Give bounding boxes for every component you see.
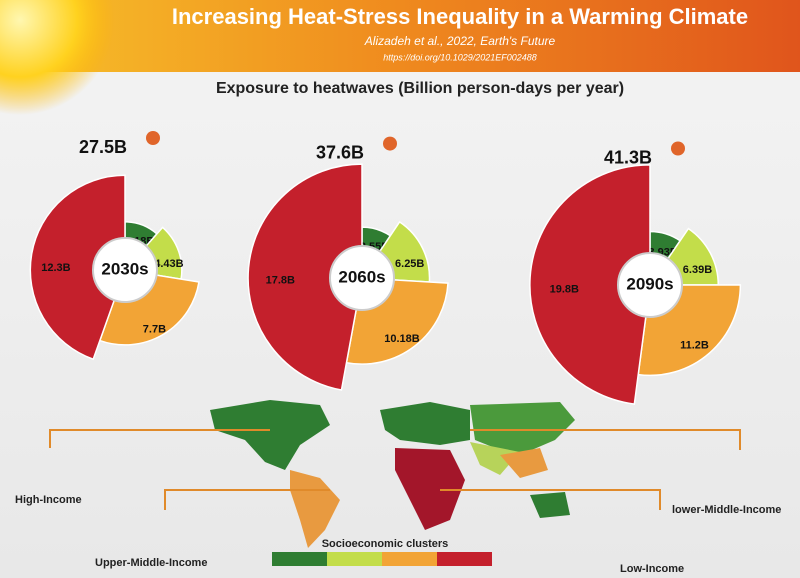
legend-swatch <box>437 552 492 566</box>
total-label: 27.5B <box>79 137 127 157</box>
legend <box>272 552 492 566</box>
decade-label: 2090s <box>626 274 673 293</box>
value-label: 17.8B <box>266 274 295 286</box>
decade-label: 2030s <box>101 259 148 278</box>
citation: Alizadeh et al., 2022, Earth's Future <box>364 34 556 48</box>
charts: 3.18B4.43B7.7B12.3B2030s27.5B3.55B6.25B1… <box>29 131 742 405</box>
doi: https://doi.org/10.1029/2021EF002488 <box>383 52 537 62</box>
rose-segment <box>29 174 126 361</box>
value-label: 19.8B <box>550 283 579 295</box>
center-disc <box>92 237 158 303</box>
group-label: lower-Middle-Income <box>672 504 781 516</box>
value-label: 7.7B <box>143 324 166 336</box>
group-label: High-Income <box>15 494 82 506</box>
decade-label: 2060s <box>338 267 385 286</box>
legend-swatch <box>382 552 437 566</box>
legend-title: Socioeconomic clusters <box>322 538 449 550</box>
legend-swatch <box>272 552 327 566</box>
group-label: Low-Income <box>620 563 684 575</box>
worker-icon <box>383 136 397 151</box>
group-label: Upper-Middle-Income <box>95 557 207 569</box>
worker-icon <box>671 141 685 156</box>
legend-swatch <box>327 552 382 566</box>
title-band <box>0 0 800 72</box>
value-label: 11.2B <box>680 340 709 352</box>
worker-icon <box>146 131 160 145</box>
subtitle: Exposure to heatwaves (Billion person-da… <box>216 80 624 97</box>
total-label: 37.6B <box>316 142 364 162</box>
sun <box>0 0 115 115</box>
center-disc <box>617 252 683 318</box>
rose-segment <box>529 164 651 405</box>
value-label: 4.43B <box>154 258 183 270</box>
value-label: 12.3B <box>41 262 70 274</box>
value-label: 6.39B <box>683 264 712 276</box>
center-disc <box>329 245 395 311</box>
value-label: 6.25B <box>395 258 424 270</box>
rose-segment <box>247 163 363 391</box>
value-label: 10.18B <box>384 333 420 345</box>
title: Increasing Heat-Stress Inequality in a W… <box>172 4 748 29</box>
connectors <box>49 429 741 510</box>
total-label: 41.3B <box>604 147 652 167</box>
